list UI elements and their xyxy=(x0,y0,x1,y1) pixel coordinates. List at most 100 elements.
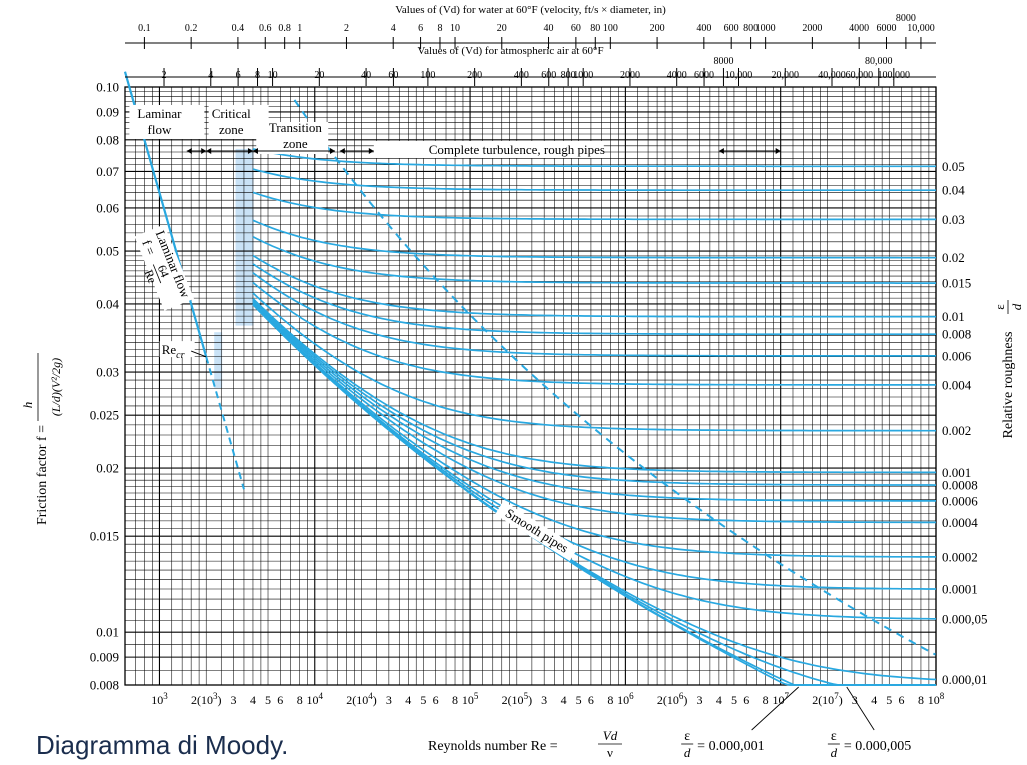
top-water-tick-label: 600 xyxy=(724,23,739,34)
arrow-turbulence-right-head-l xyxy=(718,148,724,154)
top-air-tick-label: 6000 xyxy=(694,70,714,81)
roughness-label: 0.0004 xyxy=(942,515,978,530)
top-air-tick-label: 100,000 xyxy=(878,70,911,81)
roughness-callout-0000001-value: = 0.000,001 xyxy=(697,739,764,754)
x-tick-label: 6 xyxy=(588,693,594,707)
roughness-curve xyxy=(252,299,937,486)
top-air-tick-label: 8 xyxy=(255,70,260,81)
x-tick-label: 4 xyxy=(405,693,411,707)
top-scales: Values of (Vd) for water at 60°F (veloci… xyxy=(125,4,936,86)
y-tick-label: 0.008 xyxy=(90,678,119,693)
top-water-tick-label: 4000 xyxy=(849,23,869,34)
roughness-label: 0.04 xyxy=(942,183,965,198)
re-cr-pointer xyxy=(190,350,207,358)
y-tick-label: 0.04 xyxy=(96,296,119,311)
top-scale-air-title: Values of (Vd) for atmospheric air at 60… xyxy=(417,45,603,57)
y-tick-label: 0.009 xyxy=(90,650,119,665)
x-tick-label: 3 xyxy=(386,693,392,707)
region-label-critical: Critical xyxy=(212,106,251,121)
y-axis-formula-den: (L/d)(V²/2g) xyxy=(49,358,63,416)
top-air-tick-label: 6 xyxy=(236,70,241,81)
region-label-transition-2: zone xyxy=(283,136,308,151)
x-tick-label: 8 xyxy=(763,693,769,707)
roughness-curve xyxy=(252,219,936,259)
top-water-tick-label: 2000 xyxy=(802,23,822,34)
roughness-curve xyxy=(252,263,936,336)
top-air-tick-label: 1000 xyxy=(573,70,593,81)
top-air-tick-label: 20 xyxy=(314,70,324,81)
region-label-laminar-2: flow xyxy=(148,122,172,137)
y-axis-formula-num: h xyxy=(20,402,35,409)
roughness-label: 0.0008 xyxy=(942,478,978,493)
top-water-tick-label: 8000 xyxy=(896,13,916,24)
x-tick-label: 107 xyxy=(772,691,789,707)
top-air-tick-label: 40,000 xyxy=(818,70,846,81)
roughness-label: 0.03 xyxy=(942,212,965,227)
roughness-label: 0.01 xyxy=(942,309,965,324)
x-tick-label: 4 xyxy=(871,693,877,707)
arrow-laminar-head-l xyxy=(186,148,192,154)
arrow-laminar-head-r xyxy=(201,148,207,154)
label-bg xyxy=(256,122,329,154)
roughness-curve xyxy=(252,300,936,502)
top-water-tick-label: 40 xyxy=(544,23,554,34)
y-tick-label: 0.02 xyxy=(96,461,119,476)
x-tick-label: 3 xyxy=(696,693,702,707)
top-water-tick-label: 400 xyxy=(696,23,711,34)
top-air-tick-label: 4000 xyxy=(667,70,687,81)
x-tick-label: 2(104) xyxy=(346,691,377,707)
roughness-curve xyxy=(252,303,937,620)
roughness-label: 0.002 xyxy=(942,423,971,438)
y-tick-label: 0.10 xyxy=(96,80,119,95)
x-tick-label: 105 xyxy=(462,691,479,707)
y-tick-label: 0.05 xyxy=(96,244,119,259)
x-tick-label: 6 xyxy=(277,693,283,707)
x-axis-frac-den: ν xyxy=(607,745,613,760)
label-bg xyxy=(159,341,195,358)
y-tick-label: 0.08 xyxy=(96,132,119,147)
laminar-formula-den: Re xyxy=(142,268,160,286)
x-tick-label: 5 xyxy=(265,693,271,707)
roughness-curve xyxy=(252,301,936,524)
x-tick-label: 104 xyxy=(307,691,324,707)
arrow-transition-head-l xyxy=(252,148,258,154)
smooth-pipes-group: Smooth pipes xyxy=(495,500,579,562)
x-tick-label: 3 xyxy=(231,693,237,707)
top-water-tick-label: 0.8 xyxy=(278,23,291,34)
region-label-laminar: Laminar xyxy=(137,106,182,121)
roughness-callout-0000005-num: ε xyxy=(831,729,837,744)
x-tick-label: 8 xyxy=(297,693,303,707)
top-air-tick-label: 10 xyxy=(268,70,278,81)
region-label-transition: Transition xyxy=(269,120,322,135)
top-air-tick-label: 200 xyxy=(467,70,482,81)
roughness-curve-extra xyxy=(252,303,936,686)
top-air-tick-label: 10,000 xyxy=(725,70,753,81)
turbulence-boundary-dashed xyxy=(293,99,936,656)
laminar-formula-num: 64 xyxy=(155,263,172,279)
roughness-label: 0.02 xyxy=(942,250,965,265)
roughness-curve xyxy=(252,191,936,221)
y-tick-label: 0.03 xyxy=(96,365,119,380)
roughness-curve xyxy=(252,148,936,168)
top-air-tick-label: 60 xyxy=(388,70,398,81)
top-water-tick-label: 0.2 xyxy=(185,23,198,34)
roughness-curve xyxy=(252,292,936,432)
top-air-tick-label: 800 xyxy=(561,70,576,81)
top-water-tick-label: 20 xyxy=(497,23,507,34)
plot-frame xyxy=(124,86,937,686)
right-axis-frac-num: ε xyxy=(992,304,1007,310)
top-water-tick-label: 4 xyxy=(391,23,396,34)
roughness-label: 0.000,05 xyxy=(942,611,988,626)
x-tick-label: 2(103) xyxy=(191,691,222,707)
x-axis-frac-num: Vd xyxy=(603,728,618,743)
top-water-tick-label: 10 xyxy=(450,23,460,34)
laminar-extension-dashed xyxy=(205,356,245,490)
top-water-tick-label: 1000 xyxy=(756,23,776,34)
callout-line-1 xyxy=(751,686,799,731)
right-axis-frac-den: d xyxy=(1009,303,1024,310)
roughness-label: 0.004 xyxy=(942,377,972,392)
arrow-critical-head-l xyxy=(206,148,212,154)
roughness-curve xyxy=(252,254,936,318)
y-tick-label: 0.01 xyxy=(96,625,119,640)
